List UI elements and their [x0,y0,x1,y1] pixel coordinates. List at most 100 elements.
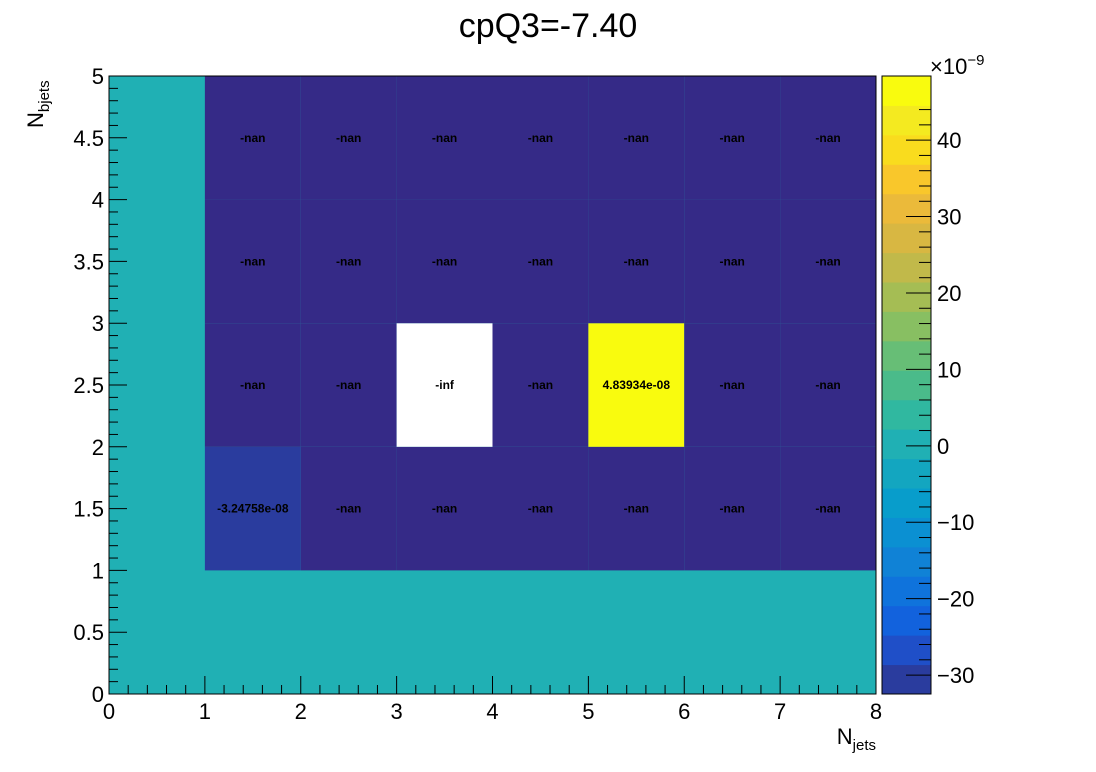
cell-value-label: -nan [720,378,745,392]
heatmap-cell [300,199,397,324]
y-tick-label: 1 [92,558,104,583]
cell-value-label: 4.83934e-08 [603,378,671,392]
heatmap-cell [396,446,493,571]
cell-value-label: -nan [624,502,649,516]
colorbar-segment [882,399,931,430]
colorbar-segment [882,488,931,518]
y-tick-label: 0.5 [73,620,104,645]
cell-value-label: -nan [336,378,361,392]
colorbar-tick-label: −30 [937,663,974,688]
cell-value-label: -nan [815,254,840,268]
heatmap-cell [780,323,876,447]
cell-value-label: -nan [815,378,840,392]
heatmap-cell [684,199,781,324]
cell-value-label: -nan [240,131,265,145]
chart-title: cpQ3=-7.40 [459,7,638,45]
cell-labels: -3.24758e-08 -nan -nan -nan -nan -nan -nan -nan… [217,131,841,516]
colorbar-segment [882,664,931,695]
heatmap-cells [109,76,876,694]
y-tick-label: 5 [92,64,104,89]
colorbar-segment [882,134,931,165]
colorbar-segment [882,282,931,312]
heatmap-cell [780,76,876,200]
cell-value-label: -nan [432,502,457,516]
colorbar-tick-label: 0 [937,434,949,459]
colorbar-tick-label: 10 [937,357,961,382]
colorbar-segment [882,370,931,401]
colorbar-exponent-power: −9 [967,52,984,69]
colorbar-tick-label: 20 [937,281,961,306]
x-tick-label: 3 [391,699,403,724]
heatmap-cell [588,76,685,200]
cell-value-label: -inf [435,378,455,392]
cell-value-label: -3.24758e-08 [217,502,289,516]
colorbar-segment [882,76,931,106]
cell-value-label: -nan [528,378,553,392]
cell-value-label: -nan [528,131,553,145]
heatmap-cell [204,199,301,324]
cell-value-label: -nan [432,254,457,268]
heatmap-cell [300,323,397,447]
colorbar-exponent-base: ×10 [930,54,967,79]
colorbar-tick-label: −20 [937,587,974,612]
y-axis: 0 0.5 1 1.5 2 2.5 3 3.5 4 4.5 5 [73,64,127,707]
colorbar-tick-label: 30 [937,205,961,230]
x-tick-label: 0 [103,699,115,724]
x-axis: 0 1 2 3 4 5 6 7 8 [103,676,882,724]
heatmap-cell [396,76,493,200]
cell-value-label: -nan [815,502,840,516]
x-tick-label: 4 [486,699,498,724]
y-axis-label-main: N [23,112,48,128]
cell-value-label: -nan [336,254,361,268]
y-axis-label-sub: bjets [36,80,53,112]
heatmap-cell [204,76,301,200]
y-tick-label: 0 [92,682,104,707]
y-axis-label: Nbjets [23,80,53,128]
cell-value-label: -nan [720,254,745,268]
y-tick-label: 2.5 [73,373,104,398]
cell-value-label: -nan [336,502,361,516]
y-tick-label: 4.5 [73,126,104,151]
colorbar-segment [882,164,931,195]
colorbar-segment [882,635,931,666]
heatmap-cell [492,446,589,571]
colorbar: −30 −20 −10 0 10 20 30 40 [881,75,974,695]
heatmap-cell [780,199,876,324]
y-tick-label: 3.5 [73,249,104,274]
heatmap-cell [204,446,301,571]
x-tick-label: 1 [199,699,211,724]
heatmap-cell [588,199,685,324]
heatmap-cell [684,446,781,571]
x-tick-label: 6 [678,699,690,724]
cell-value-label: -nan [528,502,553,516]
heatmap-cell [492,199,589,324]
cell-value-label: -nan [336,131,361,145]
colorbar-segment [882,605,931,636]
heatmap-cell [300,76,397,200]
x-axis-label-sub: jets [852,737,876,754]
y-tick-label: 3 [92,311,104,336]
cell-value-label: -nan [624,254,649,268]
heatmap-cell [588,446,685,571]
cell-value-label: -nan [624,131,649,145]
heatmap-cell [588,323,685,447]
cell-value-label: -nan [432,131,457,145]
y-tick-label: 4 [92,188,104,213]
heatmap-cell [300,446,397,571]
colorbar-segment [882,429,931,460]
heatmap-cell [396,323,493,447]
heatmap-cell [204,323,301,447]
colorbar-segment [882,546,931,577]
cell-value-label: -nan [815,131,840,145]
x-tick-label: 8 [870,699,882,724]
cell-value-label: -nan [240,254,265,268]
cell-value-label: -nan [528,254,553,268]
y-tick-label: 1.5 [73,497,104,522]
heatmap-cell [780,446,876,571]
cell-value-label: -nan [240,378,265,392]
colorbar-tick-label: 40 [937,128,961,153]
colorbar-segment [882,458,931,489]
x-tick-label: 2 [295,699,307,724]
x-tick-label: 5 [582,699,594,724]
